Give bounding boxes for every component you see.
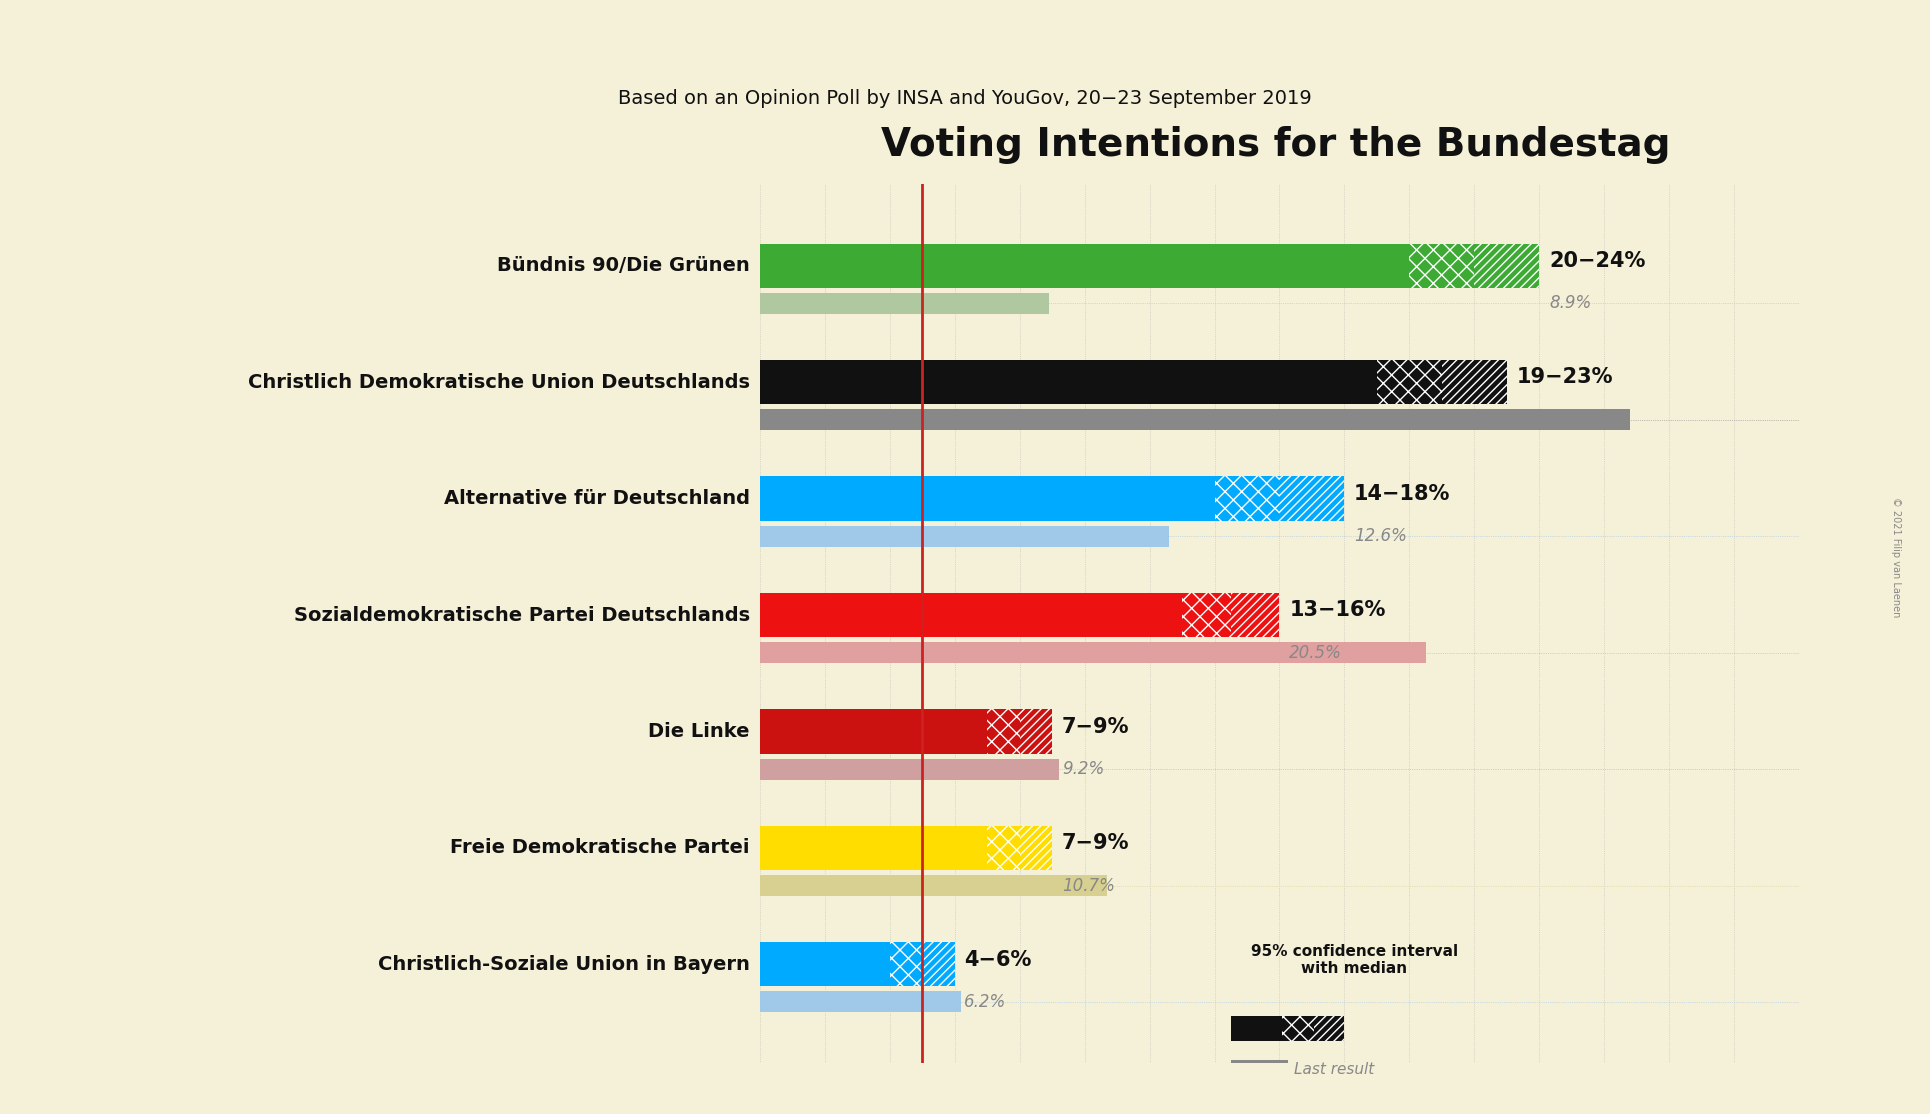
Bar: [1282, 1016, 1314, 1042]
Text: © 2021 Filip van Laenen: © 2021 Filip van Laenen: [1891, 497, 1901, 617]
Bar: [760, 825, 986, 870]
Bar: [760, 874, 1108, 896]
Bar: [1019, 825, 1052, 870]
Bar: [986, 825, 1019, 870]
Bar: [890, 942, 923, 987]
Bar: [1231, 593, 1280, 637]
Bar: [1181, 593, 1231, 637]
Bar: [760, 526, 1170, 547]
Bar: [890, 942, 923, 987]
Bar: [986, 825, 1019, 870]
Bar: [1475, 244, 1540, 287]
Bar: [760, 759, 1058, 780]
Text: 8.9%: 8.9%: [1550, 294, 1592, 312]
Bar: [760, 409, 1631, 430]
Bar: [760, 360, 1376, 404]
Bar: [1214, 477, 1280, 520]
Bar: [923, 942, 955, 987]
Bar: [1475, 244, 1540, 287]
Text: Based on an Opinion Poll by INSA and YouGov, 20−23 September 2019: Based on an Opinion Poll by INSA and You…: [618, 89, 1312, 108]
Text: 26.8%: 26.8%: [1517, 411, 1569, 429]
Bar: [760, 477, 1214, 520]
Bar: [1019, 710, 1052, 753]
Text: Christlich-Soziale Union in Bayern: Christlich-Soziale Union in Bayern: [378, 955, 751, 974]
Bar: [760, 593, 1181, 637]
Bar: [1231, 593, 1280, 637]
Text: Last result: Last result: [1295, 1062, 1374, 1077]
Text: Sozialdemokratische Partei Deutschlands: Sozialdemokratische Partei Deutschlands: [293, 606, 751, 625]
Text: Freie Demokratische Partei: Freie Demokratische Partei: [450, 839, 751, 858]
Bar: [760, 244, 1409, 287]
Bar: [1314, 1016, 1345, 1042]
Bar: [760, 293, 1048, 314]
Text: Christlich Demokratische Union Deutschlands: Christlich Demokratische Union Deutschla…: [247, 372, 751, 392]
Bar: [1442, 360, 1507, 404]
Text: 95% confidence interval
with median: 95% confidence interval with median: [1251, 944, 1457, 976]
Bar: [1231, 1016, 1282, 1042]
Text: 19−23%: 19−23%: [1517, 368, 1613, 388]
Bar: [1280, 477, 1345, 520]
Bar: [986, 710, 1019, 753]
Bar: [1376, 360, 1442, 404]
Bar: [760, 642, 1426, 663]
Text: 10.7%: 10.7%: [1062, 877, 1116, 895]
Bar: [1181, 593, 1231, 637]
Text: 9.2%: 9.2%: [1062, 760, 1104, 778]
Text: 7−9%: 7−9%: [1062, 716, 1129, 736]
Bar: [1314, 1016, 1345, 1042]
Text: 13−16%: 13−16%: [1289, 600, 1386, 620]
Bar: [1231, 1061, 1287, 1078]
Text: 6.2%: 6.2%: [965, 993, 1007, 1010]
Text: 7−9%: 7−9%: [1062, 833, 1129, 853]
Bar: [1442, 360, 1507, 404]
Text: 14−18%: 14−18%: [1355, 483, 1451, 504]
Bar: [760, 942, 890, 987]
Text: 20.5%: 20.5%: [1289, 644, 1341, 662]
Text: 20−24%: 20−24%: [1550, 251, 1646, 271]
Title: Voting Intentions for the Bundestag: Voting Intentions for the Bundestag: [882, 126, 1671, 165]
Bar: [1409, 244, 1475, 287]
Bar: [1214, 477, 1280, 520]
Text: Alternative für Deutschland: Alternative für Deutschland: [444, 489, 751, 508]
Bar: [1282, 1016, 1314, 1042]
Bar: [1019, 825, 1052, 870]
Text: Die Linke: Die Linke: [648, 722, 751, 741]
Bar: [923, 942, 955, 987]
Bar: [986, 710, 1019, 753]
Bar: [1019, 710, 1052, 753]
Text: 12.6%: 12.6%: [1355, 527, 1407, 545]
Text: Bündnis 90/Die Grünen: Bündnis 90/Die Grünen: [498, 256, 751, 275]
Bar: [760, 710, 986, 753]
Bar: [1409, 244, 1475, 287]
Text: 4−6%: 4−6%: [965, 949, 1033, 969]
Bar: [1280, 477, 1345, 520]
Bar: [1376, 360, 1442, 404]
Bar: [760, 991, 961, 1013]
